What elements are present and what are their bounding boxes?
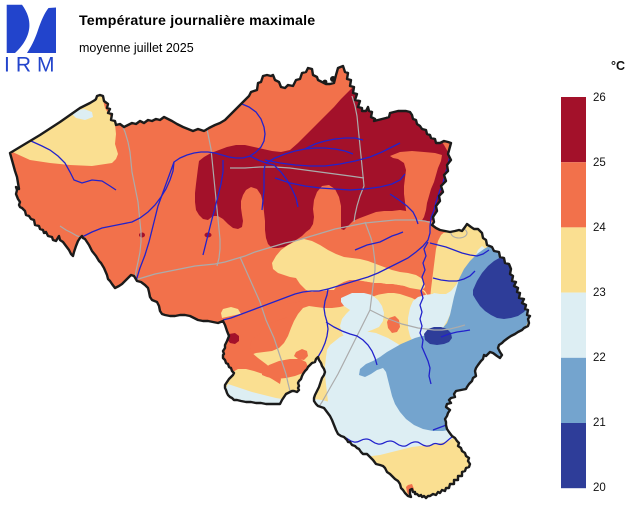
svg-text:IRM: IRM xyxy=(4,54,61,77)
svg-text:23: 23 xyxy=(593,287,606,299)
svg-text:22: 22 xyxy=(593,352,606,364)
svg-text:20: 20 xyxy=(593,482,606,494)
svg-text:24: 24 xyxy=(593,222,606,234)
svg-text:25: 25 xyxy=(593,157,606,169)
svg-text:21: 21 xyxy=(593,417,606,429)
svg-text:26: 26 xyxy=(593,92,606,104)
svg-text:°C: °C xyxy=(611,59,625,73)
